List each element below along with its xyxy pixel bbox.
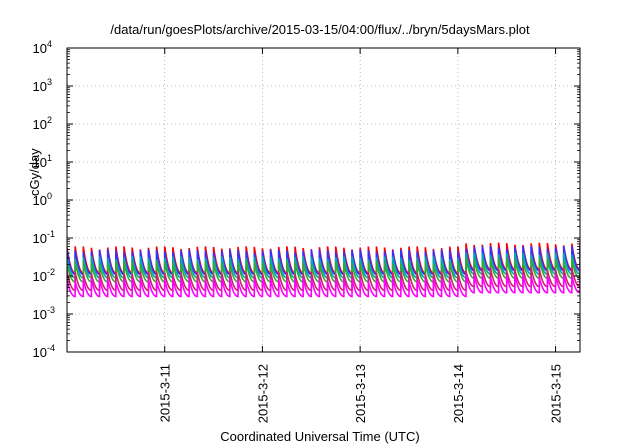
data-series-line [67, 257, 580, 283]
data-series-line [67, 267, 580, 292]
y-tick-label: 10 [33, 193, 47, 208]
y-tick-exponent: -1 [47, 229, 55, 239]
data-series-line [67, 274, 580, 298]
x-tick-label: 2015-3-13 [353, 364, 368, 423]
y-tick-exponent: 3 [47, 77, 52, 87]
y-tick-label: 10 [33, 117, 47, 132]
y-tick-exponent: -2 [47, 267, 55, 277]
y-tick-exponent: 2 [47, 115, 52, 125]
y-tick-label: 10 [33, 41, 47, 56]
x-axis-label: Coordinated Universal Time (UTC) [220, 429, 420, 444]
x-tick-label: 2015-3-11 [158, 364, 173, 422]
y-tick-label: 10 [33, 231, 47, 246]
y-tick-label: 10 [33, 345, 47, 360]
x-tick-label: 2015-3-15 [549, 364, 564, 423]
y-axis-label: cGy/day [27, 148, 42, 196]
y-tick-exponent: -4 [47, 343, 55, 353]
y-tick-exponent: -3 [47, 305, 55, 315]
data-series-line [67, 245, 580, 276]
y-tick-exponent: 0 [47, 191, 52, 201]
y-tick-exponent: 1 [47, 153, 52, 163]
y-tick-label: 10 [33, 155, 47, 170]
y-tick-label: 10 [33, 307, 47, 322]
y-tick-exponent: 4 [47, 39, 52, 49]
x-tick-label: 2015-3-14 [451, 364, 466, 423]
chart-title: /data/run/goesPlots/archive/2015-03-15/0… [110, 22, 530, 37]
y-tick-label: 10 [33, 269, 47, 284]
y-tick-label: 10 [33, 79, 47, 94]
x-tick-label: 2015-3-12 [255, 364, 270, 423]
